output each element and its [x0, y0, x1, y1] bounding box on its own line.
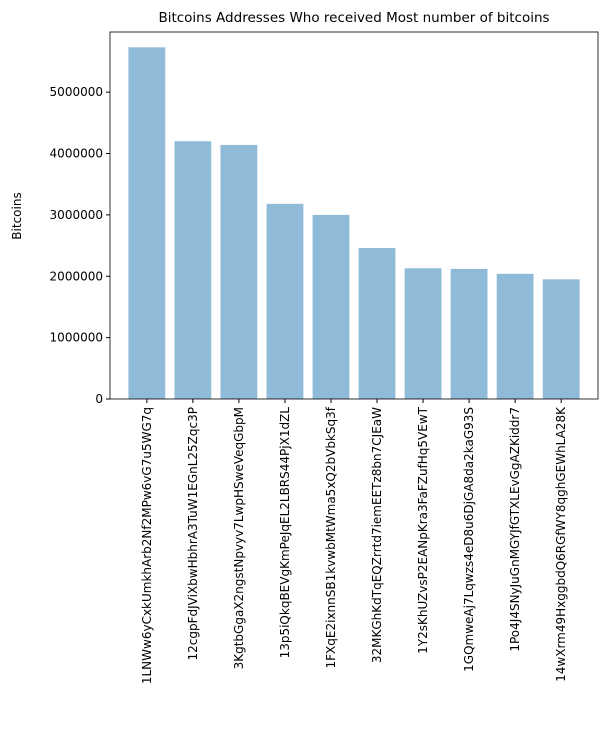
y-axis-label: Bitcoins [10, 192, 24, 239]
x-tick-label: 1GQmweAj7Lqwzs4eD8u6DjGA8da2kaG93S [462, 407, 476, 672]
bar [404, 268, 442, 399]
x-tick-label: 14wXrm49HxggbdQ6RGfWY8qghGEWhLA28K [554, 406, 568, 682]
x-tick-label: 1Po4J4SNyJuGnMGYJfGTXLEvGgAZKiddr7 [508, 407, 522, 652]
bar [542, 279, 580, 399]
x-tick-label: 13p5iQkqBEVgKmPeJqEL2LBRS44PjX1dZL [278, 407, 292, 659]
bar [128, 47, 166, 400]
x-tick-label: 32MKGhKdTqEQZrrtd7iemEETz8bn7CJEaW [370, 407, 384, 663]
y-tick-label: 4000000 [50, 147, 103, 161]
x-tick-label: 1Y2sKhUZvsP2EANpKra3FaFZufHq5VEwT [416, 406, 430, 654]
x-tick-label: 3KgtbGgaX2ngstNpvyv7LwpHSweVeqGbpM [232, 407, 246, 669]
bar [220, 144, 258, 399]
bar [174, 141, 212, 400]
y-tick-label: 0 [95, 392, 103, 406]
y-tick-label: 2000000 [50, 269, 103, 283]
x-tick-label: 1FXqE2ixnnSB1kvwbMtWma5xQ2bVbkSq3f [324, 406, 338, 668]
bar [358, 248, 396, 399]
bar [266, 203, 304, 399]
y-tick-label: 1000000 [50, 331, 103, 345]
bar [312, 214, 350, 399]
y-tick-label: 5000000 [50, 85, 103, 99]
x-tick-label: 12cgpFdJViXbwHbhrA3TuW1EGnL25Zqc3P [186, 407, 200, 660]
x-tick-label: 1LNWw6yCxkUmkhArb2Nf2MPw6vG7u5WG7q [140, 407, 154, 684]
axes-frame [109, 31, 599, 400]
y-tick-label: 3000000 [50, 208, 103, 222]
chart-title: Bitcoins Addresses Who received Most num… [158, 10, 549, 26]
bar [496, 273, 534, 399]
bar [450, 268, 488, 399]
